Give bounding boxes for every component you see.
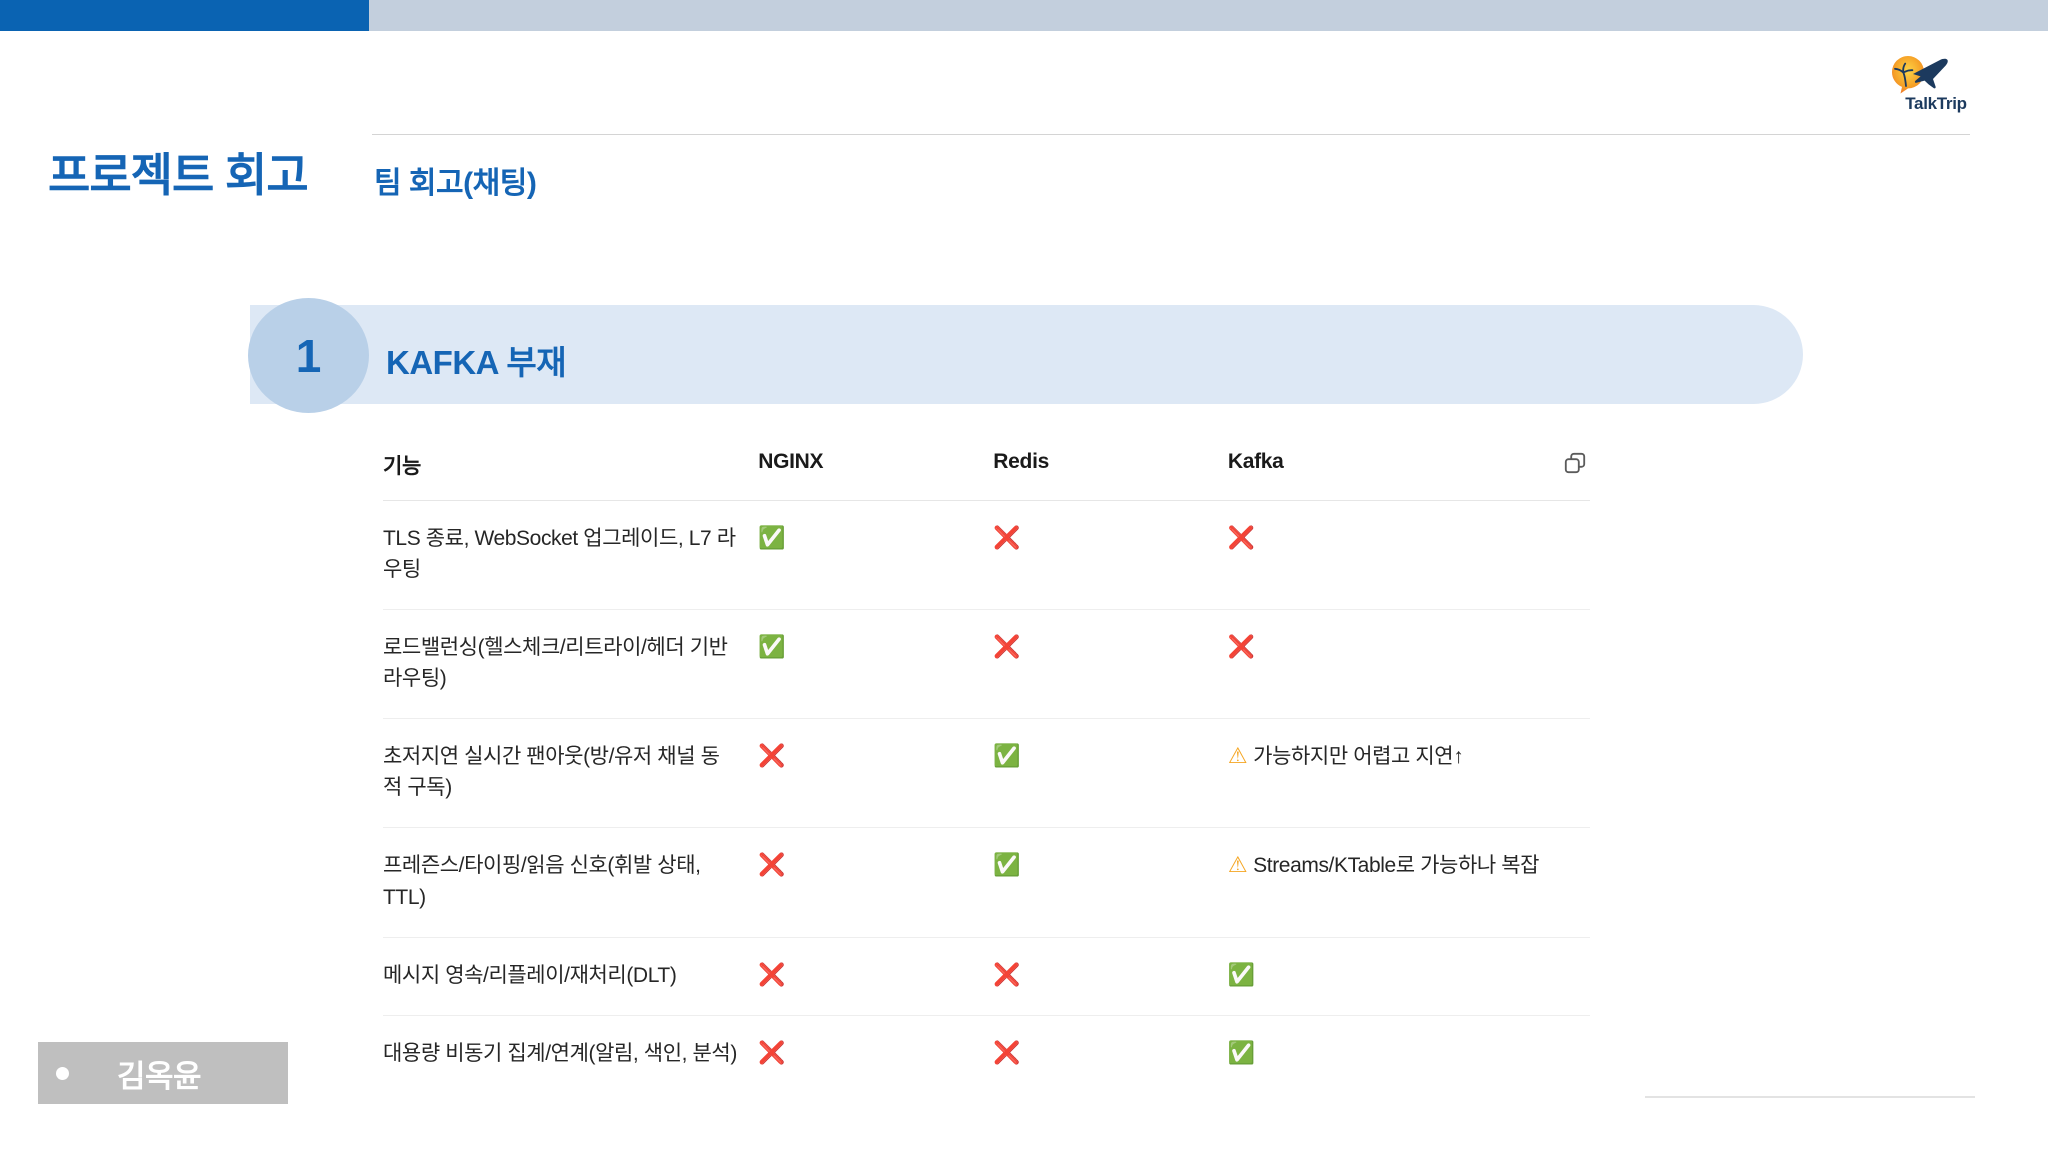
cell-kafka: ❌ [1227,609,1590,720]
cell-redis: ❌ [993,937,1228,1016]
table-row: 메시지 영속/리플레이/재처리(DLT) ❌ ❌ ✅ [383,937,1590,1016]
cell-nginx: ❌ [758,718,994,829]
section-number: 1 [295,329,322,382]
cell-kafka: ⚠ Streams/KTable로 가능하나 복잡 [1227,827,1590,938]
cell-nginx: ✅ [758,609,994,720]
cell-kafka: ✅ [1227,937,1590,1016]
presenter-badge: 김옥윤 [38,1042,288,1104]
check-icon: ✅ [1227,1039,1255,1065]
section-title: KAFKA 부재 [386,344,567,381]
column-header-redis: Redis [993,450,1228,501]
cross-icon: ❌ [1227,525,1255,550]
cell-feature: TLS 종료, WebSocket 업그레이드, L7 라우팅 [383,500,759,611]
table-header-row: 기능 NGINX Redis Kafka [383,450,1590,501]
cross-icon: ❌ [758,743,786,769]
talktrip-logo-mark [1886,50,1986,96]
column-header-feature: 기능 [383,450,759,501]
cross-icon: ❌ [993,525,1021,550]
cross-icon: ❌ [993,961,1021,987]
page-title: 프로젝트 회고 [48,149,309,201]
cell-feature: 메시지 영속/리플레이/재처리(DLT) [383,937,759,1016]
section-banner [250,305,1803,404]
copy-icon [1562,450,1588,482]
page-subtitle: 팀 회고(채팅) [374,167,537,200]
cell-nginx: ❌ [758,937,994,1016]
bullet-icon [56,1066,69,1080]
table-row: 초저지연 실시간 팬아웃(방/유저 채널 동적 구독) ❌ ✅ ⚠ 가능하지만 어렵고 … [383,718,1590,829]
cell-redis: ❌ [993,609,1228,720]
check-icon: ✅ [758,525,786,550]
slide-progress-fill [0,0,369,31]
cell-kafka: ⚠ 가능하지만 어렵고 지연↑ [1227,718,1590,829]
cell-kafka: ❌ [1227,500,1590,611]
cell-feature: 프레즌스/타이핑/읽음 신호(휘발 상태, TTL) [383,827,759,938]
cell-feature: 초저지연 실시간 팬아웃(방/유저 채널 동적 구독) [383,718,759,829]
cell-redis: ✅ [993,827,1228,938]
cell-nginx: ❌ [758,827,994,938]
table-row: TLS 종료, WebSocket 업그레이드, L7 라우팅 ✅ ❌ ❌ [383,500,1590,611]
cross-icon: ❌ [758,961,786,987]
cell-nginx: ❌ [758,1015,993,1093]
warning-icon: ⚠ [1227,743,1248,769]
footer-divider [1645,1096,1975,1098]
cross-icon: ❌ [993,1039,1021,1065]
cell-redis: ✅ [993,718,1228,829]
cross-icon: ❌ [758,852,786,878]
cell-kafka-note: 가능하지만 어렵고 지연↑ [1253,745,1464,769]
cell-nginx: ✅ [758,500,994,611]
column-header-nginx: NGINX [758,450,994,501]
cell-redis: ❌ [993,1015,1228,1093]
section-number-badge: 1 [248,298,369,413]
talktrip-logo: TalkTrip [1886,50,1986,122]
cell-feature: 대용량 비동기 집계/연계(알림, 색인, 분석) [383,1041,737,1065]
cross-icon: ❌ [758,1039,786,1065]
cell-redis: ❌ [993,500,1228,611]
cross-icon: ❌ [993,634,1021,660]
table-row: 로드밸런싱(헬스체크/리트라이/헤더 기반 라우팅) ✅ ❌ ❌ [383,609,1590,720]
copy-table-button[interactable] [1562,450,1590,501]
check-icon: ✅ [1227,961,1255,987]
table-row: 프레즌스/타이핑/읽음 신호(휘발 상태, TTL) ❌ ✅ ⚠ Streams/KTa… [383,827,1590,938]
warning-icon: ⚠ [1227,852,1248,878]
cell-feature: 로드밸런싱(헬스체크/리트라이/헤더 기반 라우팅) [383,609,759,720]
table-row: 대용량 비동기 집계/연계(알림, 색인, 분석) ❌ ❌ ✅ [383,1015,1590,1093]
check-icon: ✅ [993,743,1021,769]
talktrip-logo-text: TalkTrip [1905,94,1967,113]
check-icon: ✅ [758,634,786,660]
header-divider [372,134,1970,135]
column-header-kafka: Kafka [1227,450,1562,501]
presenter-name: 김옥윤 [117,1058,202,1094]
check-icon: ✅ [993,852,1021,878]
slide-progress-bar [0,0,2048,31]
cell-kafka-note: Streams/KTable로 가능하나 복잡 [1253,854,1540,878]
feature-comparison-table: 기능 NGINX Redis Kafka TLS 종료, WebSocket 업… [383,450,1590,1093]
cross-icon: ❌ [1227,634,1255,660]
cell-kafka: ✅ [1228,1015,1590,1093]
